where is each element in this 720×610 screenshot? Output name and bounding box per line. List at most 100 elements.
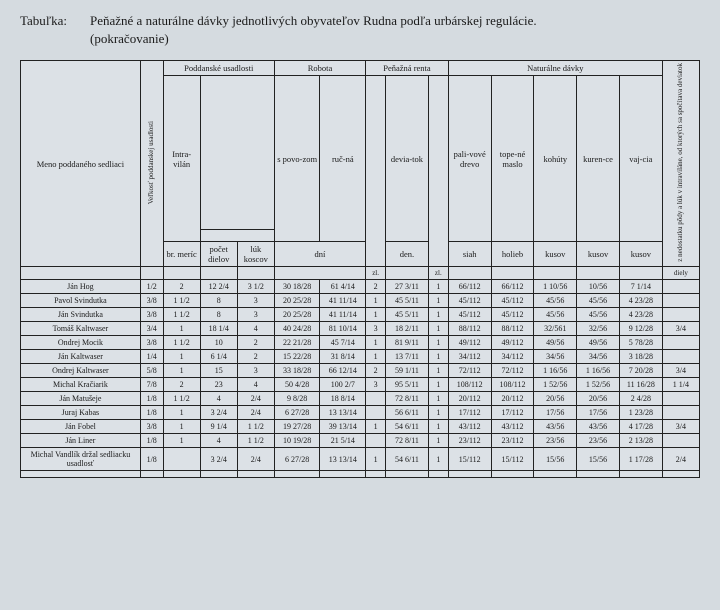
cell-br: 1 xyxy=(163,434,200,448)
cell-v: 7/8 xyxy=(140,378,163,392)
cell-lk: 2/4 xyxy=(237,448,274,471)
cell-v: 3/8 xyxy=(140,294,163,308)
cell-name: Ján Matušeje xyxy=(21,392,141,406)
cell-name: Ján Svindutka xyxy=(21,308,141,322)
table-row: Tomáš Kaltwaser3/4118 1/4440 24/2881 10/… xyxy=(21,322,700,336)
cell-lk: 3 xyxy=(237,308,274,322)
cell-koh: 1 16/56 xyxy=(534,364,577,378)
cell-koh: 1 10/56 xyxy=(534,280,577,294)
cell-nd: 3/4 xyxy=(662,364,699,378)
table-row: Michal Kračiarik7/8223450 4/28100 2/7395… xyxy=(21,378,700,392)
cell-v: 3/8 xyxy=(140,308,163,322)
hdr-penazna: Peňažná renta xyxy=(366,61,449,76)
cell-pal: 72/112 xyxy=(448,364,491,378)
cell-top: 45/112 xyxy=(491,308,534,322)
cell-kur: 1 16/56 xyxy=(577,364,620,378)
cell-nd xyxy=(662,434,699,448)
cell-nd xyxy=(662,336,699,350)
cell-vaj: 9 12/28 xyxy=(619,322,662,336)
cell-top: 108/112 xyxy=(491,378,534,392)
table-row: Ján Fobel3/819 1/41 1/219 27/2839 13/141… xyxy=(21,420,700,434)
cell-br: 2 xyxy=(163,280,200,294)
cell-v: 1/4 xyxy=(140,350,163,364)
cell-pd: 4 xyxy=(200,434,237,448)
cell-vaj: 7 20/28 xyxy=(619,364,662,378)
cell-dev: 13 7/11 xyxy=(386,350,429,364)
cell-pd: 3 2/4 xyxy=(200,406,237,420)
cell-kur: 34/56 xyxy=(577,350,620,364)
cell-lk: 2/4 xyxy=(237,392,274,406)
cell-dev: 27 3/11 xyxy=(386,280,429,294)
cell-koh: 15/56 xyxy=(534,448,577,471)
cell-pal: 15/112 xyxy=(448,448,491,471)
cell-zl2: 1 xyxy=(428,280,448,294)
cell-zl: 1 xyxy=(366,294,386,308)
hdr-topene: tope-né maslo xyxy=(491,76,534,242)
cell-nd: 3/4 xyxy=(662,322,699,336)
cell-v: 1/8 xyxy=(140,448,163,471)
cell-zl: 1 xyxy=(366,448,386,471)
cell-br: 1 xyxy=(163,364,200,378)
cell-top: 20/112 xyxy=(491,392,534,406)
cell-pal: 34/112 xyxy=(448,350,491,364)
cell-ru: 13 13/14 xyxy=(320,406,366,420)
hdr-palivove: pali-vové drevo xyxy=(448,76,491,242)
cell-ru: 39 13/14 xyxy=(320,420,366,434)
cell-zl: 2 xyxy=(366,364,386,378)
cell-nd xyxy=(662,392,699,406)
hdr-kusov3: kusov xyxy=(619,242,662,267)
cell-zl xyxy=(366,406,386,420)
cell-ru: 45 7/14 xyxy=(320,336,366,350)
cell-zl xyxy=(366,392,386,406)
cell-vaj: 7 1/14 xyxy=(619,280,662,294)
hdr-den: den. xyxy=(386,242,429,267)
data-table: Meno poddaného sedliaci Veľkosť poddansk… xyxy=(20,60,700,478)
cell-kur: 15/56 xyxy=(577,448,620,471)
cell-lk: 4 xyxy=(237,322,274,336)
cell-ru: 100 2/7 xyxy=(320,378,366,392)
cell-vaj: 4 23/28 xyxy=(619,308,662,322)
unit-zl: zl. xyxy=(366,267,386,280)
cell-zl: 3 xyxy=(366,322,386,336)
cell-br: 1 1/2 xyxy=(163,294,200,308)
cell-ru: 41 11/14 xyxy=(320,294,366,308)
cell-kur: 23/56 xyxy=(577,434,620,448)
hdr-kurence: kuren-ce xyxy=(577,76,620,242)
cell-nd: 2/4 xyxy=(662,448,699,471)
cell-top: 17/112 xyxy=(491,406,534,420)
cell-vaj: 2 13/28 xyxy=(619,434,662,448)
cell-vaj: 3 18/28 xyxy=(619,350,662,364)
cell-koh: 17/56 xyxy=(534,406,577,420)
hdr-meno: Meno poddaného sedliaci xyxy=(21,61,141,267)
cell-top: 49/112 xyxy=(491,336,534,350)
cell-dev: 72 8/11 xyxy=(386,392,429,406)
cell-pd: 18 1/4 xyxy=(200,322,237,336)
cell-zl: 1 xyxy=(366,336,386,350)
cell-pal: 23/112 xyxy=(448,434,491,448)
cell-name: Juraj Kabas xyxy=(21,406,141,420)
cell-zl2: 1 xyxy=(428,308,448,322)
hdr-poddanske: Poddanské usadlosti xyxy=(163,61,274,76)
cell-pal: 45/112 xyxy=(448,294,491,308)
cell-lk: 3 xyxy=(237,294,274,308)
table-row: Ján Hog1/2212 2/43 1/230 18/2861 4/14227… xyxy=(21,280,700,294)
cell-top: 45/112 xyxy=(491,294,534,308)
cell-sp: 10 19/28 xyxy=(274,434,320,448)
cell-zl: 3 xyxy=(366,378,386,392)
cell-pd: 8 xyxy=(200,308,237,322)
hdr-rucna: ruč-ná xyxy=(320,76,366,242)
hdr-deviatok: devia-tok xyxy=(386,76,429,242)
cell-dev: 54 6/11 xyxy=(386,448,429,471)
cell-top: 72/112 xyxy=(491,364,534,378)
cell-dev: 56 6/11 xyxy=(386,406,429,420)
cell-vaj: 4 17/28 xyxy=(619,420,662,434)
cell-pal: 108/112 xyxy=(448,378,491,392)
cell-ru: 21 5/14 xyxy=(320,434,366,448)
cell-kur: 43/56 xyxy=(577,420,620,434)
cell-vaj: 5 78/28 xyxy=(619,336,662,350)
cell-zl2: 1 xyxy=(428,294,448,308)
cell-ru: 41 11/14 xyxy=(320,308,366,322)
cell-vaj: 2 4/28 xyxy=(619,392,662,406)
cell-dev: 45 5/11 xyxy=(386,294,429,308)
hdr-pocet: počet dielov xyxy=(200,242,237,267)
